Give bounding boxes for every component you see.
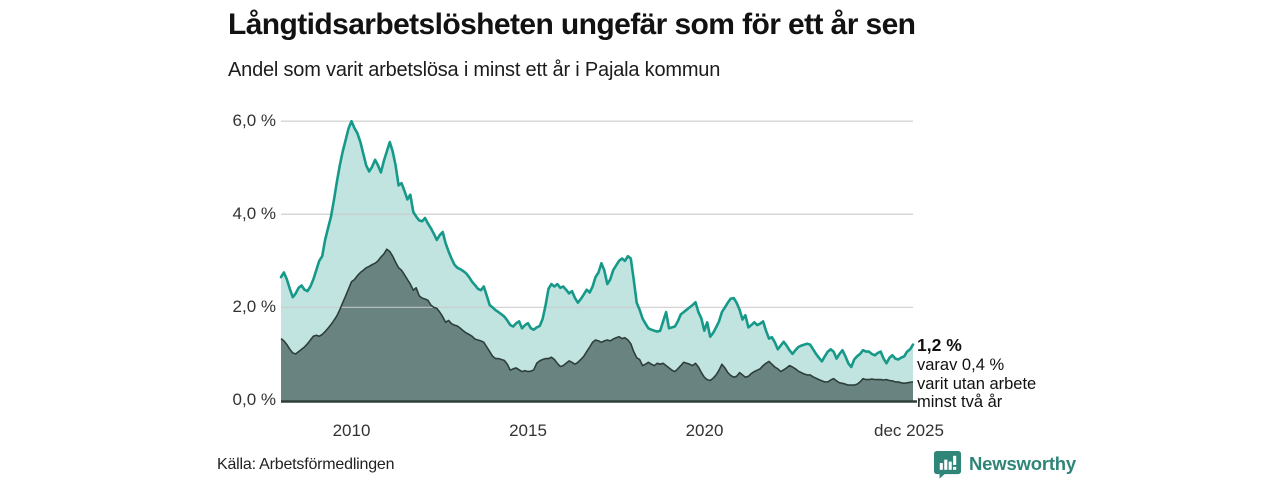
page-subtitle: Andel som varit arbetslösa i minst ett å… bbox=[228, 59, 721, 81]
page-title: Långtidsarbetslösheten ungefär som för e… bbox=[228, 8, 916, 41]
x-axis-label-dec-2025: dec 2025 bbox=[874, 421, 944, 440]
source-note: Källa: Arbetsförmedlingen bbox=[217, 456, 395, 473]
x-axis-label-2015: 2015 bbox=[509, 421, 547, 440]
inner-area-fill bbox=[281, 249, 913, 401]
y-axis-label-4: 4,0 % bbox=[232, 204, 276, 223]
latest-value-annotation: 1,2 % varav 0,4 % varit utan arbete mins… bbox=[917, 335, 1067, 412]
x-axis-label-2020: 2020 bbox=[685, 421, 724, 440]
y-axis-label-6: 6,0 % bbox=[232, 111, 276, 130]
newsworthy-logo-icon bbox=[933, 450, 962, 479]
brand-name: Newsworthy bbox=[969, 453, 1076, 474]
annotation-line-1: varav 0,4 % bbox=[917, 356, 1005, 374]
annotation-line-3: minst två år bbox=[917, 393, 1003, 412]
outer-series-line bbox=[279, 119, 915, 369]
y-axis-label-0: 0,0 % bbox=[232, 390, 276, 409]
x-axis-label-2010: 2010 bbox=[332, 421, 371, 440]
annotation-line-2: varit utan arbete bbox=[917, 374, 1037, 393]
y-axis-label-2: 2,0 % bbox=[232, 297, 276, 316]
inner-series-line bbox=[280, 248, 914, 386]
brand-lockup: Newsworthy bbox=[933, 449, 1076, 479]
latest-value-label: 1,2 % bbox=[917, 335, 962, 355]
